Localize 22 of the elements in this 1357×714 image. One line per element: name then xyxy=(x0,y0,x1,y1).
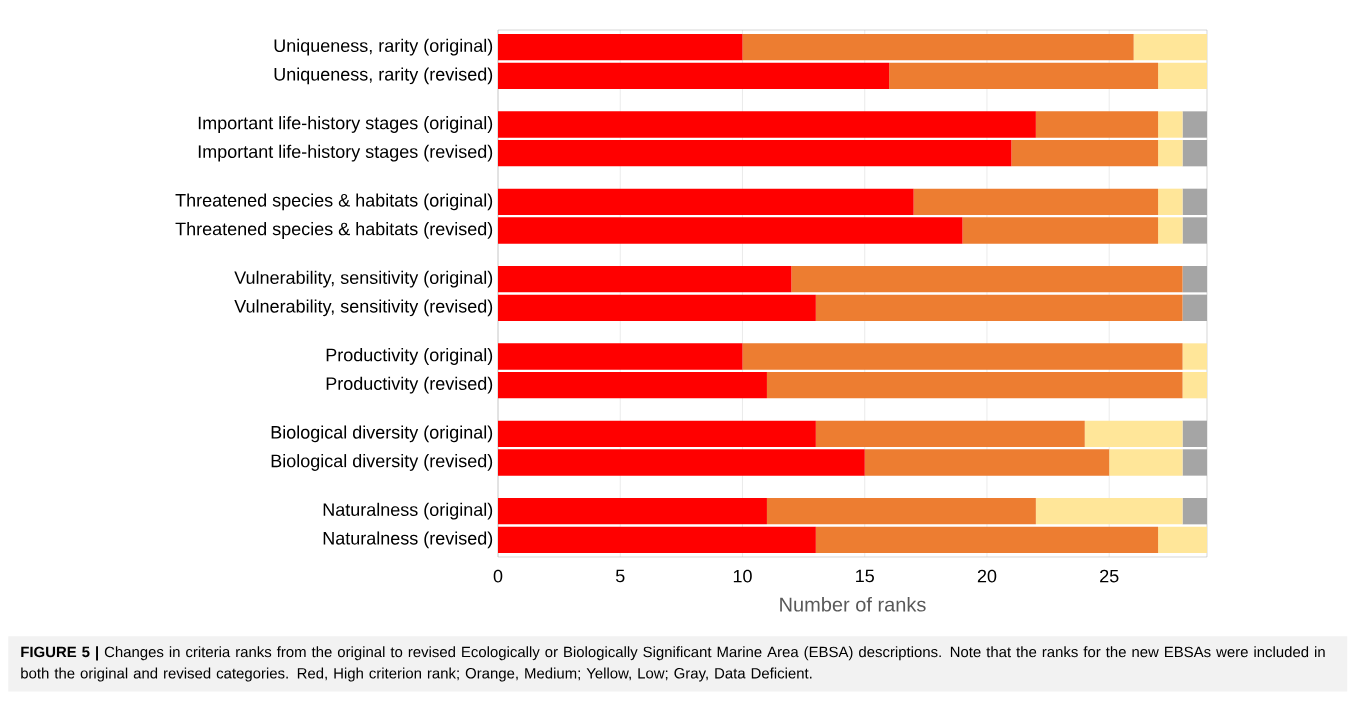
y-tick-label: Threatened species & habitats (original) xyxy=(175,193,493,211)
x-tick-label: 5 xyxy=(615,569,625,583)
y-tick-label: Uniqueness, rarity (original) xyxy=(274,38,493,56)
y-tick-label: Productivity (revised) xyxy=(326,376,493,394)
y-tick-label: Naturalness (original) xyxy=(323,502,493,520)
y-tick-label: Naturalness (revised) xyxy=(323,531,493,549)
x-tick-label: 15 xyxy=(856,569,874,583)
y-tick-label: Uniqueness, rarity (revised) xyxy=(274,67,493,85)
y-tick-label: Important life-history stages (revised) xyxy=(198,144,493,162)
y-tick-label: Biological diversity (revised) xyxy=(271,454,493,471)
x-axis-title: Number of ranks xyxy=(780,596,926,612)
y-tick-label: Biological diversity (original) xyxy=(271,425,493,443)
y-tick-label: Threatened species & habitats (revised) xyxy=(175,222,493,239)
text: FIGURE 5 | Changes in criteria ranks from the original to revised Ecologically or Biologically Significant Marine Area (EBSA) descriptions. Note that the ranks for the new EBSAs were included in both the original and revised categories. Red, High criterion rank; Orange, Medium; Yellow, Low; Gray, Data Deficient. xyxy=(21,646,1325,682)
x-tick-label: 10 xyxy=(733,569,752,583)
y-tick-label: Important life-history stages (original) xyxy=(198,116,493,133)
x-tick-label: 25 xyxy=(1100,569,1119,583)
x-tick-label: 20 xyxy=(977,569,997,583)
y-tick-label: Vulnerability, sensitivity (original) xyxy=(234,270,493,288)
y-tick-label: Productivity (original) xyxy=(326,348,493,365)
x-tick-label: 0 xyxy=(493,569,503,583)
y-tick-label: Vulnerability, sensitivity (revised) xyxy=(234,299,493,317)
